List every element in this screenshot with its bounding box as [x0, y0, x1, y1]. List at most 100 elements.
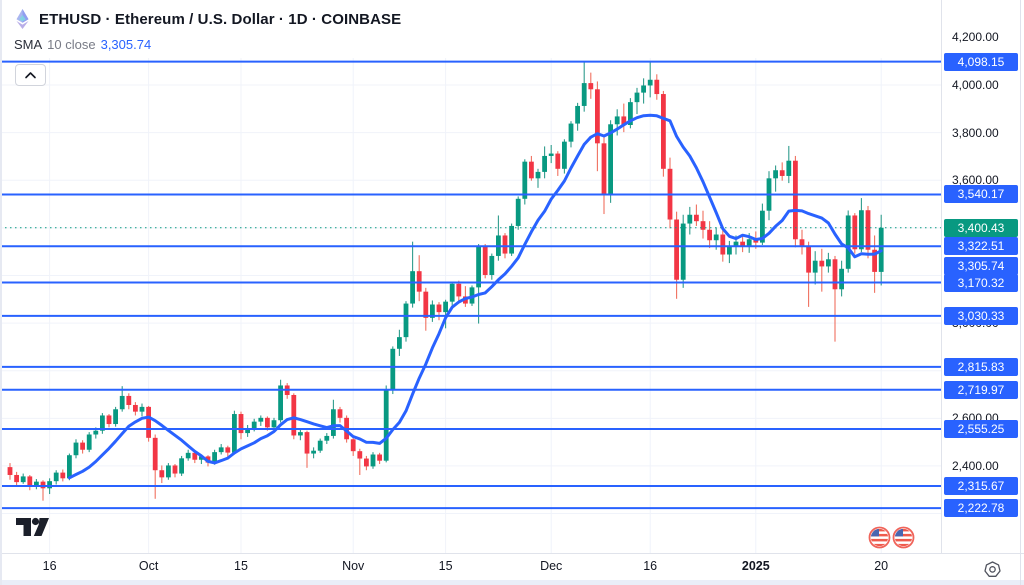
candle-body	[779, 170, 785, 176]
candle-body	[331, 409, 336, 436]
candle-body	[212, 452, 217, 463]
price-tick-label: 4,200.00	[952, 30, 999, 45]
candle-body	[535, 171, 541, 179]
time-axis-separator	[0, 553, 1024, 554]
candle-body	[27, 476, 33, 487]
price-level-label[interactable]: 3,305.74	[944, 257, 1018, 276]
chart-header: ETHUSD · Ethereum / U.S. Dollar · 1D · C…	[14, 8, 401, 52]
time-tick-label: Oct	[138, 559, 159, 573]
candle-body	[106, 415, 112, 425]
chart-pane[interactable]	[0, 0, 941, 553]
candle-body	[7, 467, 13, 475]
indicator-value: 3,305.74	[100, 37, 152, 52]
window-left-edge	[0, 0, 2, 585]
price-level-label[interactable]: 2,555.25	[944, 419, 1018, 438]
candle-body	[562, 141, 567, 169]
price-level-label[interactable]: 2,222.78	[944, 499, 1018, 518]
candle-body	[232, 414, 237, 453]
indicator-params: 10 close	[47, 37, 96, 52]
collapse-legend-button[interactable]	[15, 64, 46, 86]
candlestick-chart[interactable]	[0, 58, 941, 553]
candle-body	[100, 415, 105, 431]
settings-gear-icon[interactable]	[984, 561, 1001, 578]
price-level-label[interactable]: 2,815.83	[944, 357, 1018, 376]
price-level-label[interactable]: 3,030.33	[944, 306, 1018, 325]
candle-body	[159, 470, 165, 478]
candle-body	[311, 450, 316, 454]
candle-body	[819, 260, 825, 267]
candle-body	[865, 210, 871, 250]
candle-body	[548, 153, 554, 156]
candle-body	[608, 124, 613, 195]
ethereum-logo-icon	[14, 8, 31, 30]
candle-body	[707, 229, 712, 241]
candle-body	[324, 435, 330, 441]
candle-body	[172, 465, 178, 474]
price-level-label[interactable]: 2,315.67	[944, 477, 1018, 495]
candle-body	[357, 451, 363, 459]
indicator-legend[interactable]: SMA 10 close 3,305.74	[14, 37, 401, 52]
us-flag-event-icon[interactable]	[868, 526, 891, 549]
candle-body	[799, 239, 805, 247]
time-axis[interactable]: 16 Oct 15 Nov 15 Dec 16 2025 20	[0, 554, 941, 580]
candle-body	[529, 161, 534, 179]
tradingview-logo[interactable]	[13, 512, 51, 542]
candle-body	[852, 215, 858, 250]
candle-body	[14, 474, 19, 483]
candle-body	[133, 404, 138, 412]
sma-line	[67, 113, 883, 480]
candle-body	[403, 303, 409, 338]
candle-body	[502, 235, 508, 254]
candle-body	[73, 442, 79, 456]
candle-body	[20, 476, 26, 483]
last-price-label[interactable]: 3,400.43	[944, 218, 1018, 237]
candle-body	[449, 283, 455, 302]
candle-body	[86, 434, 92, 450]
candle-body	[647, 79, 653, 86]
candle-body	[773, 170, 778, 179]
candle-body	[654, 79, 660, 95]
time-tick-label: 20	[874, 559, 889, 573]
price-level-label[interactable]: 3,540.17	[944, 185, 1018, 204]
indicator-name: SMA	[14, 37, 43, 52]
candle-body	[694, 214, 699, 222]
candle-body	[93, 430, 99, 435]
price-level-label[interactable]: 2,719.97	[944, 380, 1018, 399]
price-axis[interactable]: 4,200.004,000.003,800.003,600.003,000.00…	[942, 0, 1020, 553]
candle-body	[304, 432, 310, 454]
candle-body	[555, 153, 561, 169]
candle-body	[661, 94, 666, 169]
price-level-label[interactable]: 3,170.32	[944, 273, 1018, 292]
candle-body	[430, 304, 435, 318]
candle-body	[746, 239, 752, 246]
candle-body	[179, 458, 184, 474]
time-tick-label: 15	[438, 559, 453, 573]
candle-body	[509, 225, 514, 254]
time-tick-label: 16	[42, 559, 57, 573]
us-flag-event-icon[interactable]	[892, 526, 915, 549]
candle-body	[634, 92, 640, 103]
candle-body	[581, 83, 587, 106]
symbol-title-row[interactable]: ETHUSD · Ethereum / U.S. Dollar · 1D · C…	[14, 8, 401, 30]
candle-body	[674, 219, 679, 280]
candle-body	[139, 406, 145, 412]
price-level-label[interactable]: 3,322.51	[944, 237, 1018, 256]
candle-body	[397, 337, 402, 349]
candle-body	[614, 116, 620, 125]
time-tick-label: 2025	[741, 559, 770, 573]
price-level-label[interactable]: 4,098.15	[944, 52, 1018, 71]
candle-body	[786, 160, 792, 176]
time-tick-label: 15	[234, 559, 248, 573]
candle-body	[278, 385, 283, 421]
candle-body	[377, 454, 382, 461]
candle-body	[859, 210, 864, 250]
candle-body	[265, 417, 270, 428]
candle-body	[410, 271, 415, 304]
candle-body	[522, 161, 528, 199]
candle-body	[806, 246, 811, 273]
time-tick-label: Dec	[540, 559, 563, 573]
candle-body	[192, 452, 198, 460]
candle-body	[60, 472, 66, 479]
candle-body	[515, 198, 521, 226]
